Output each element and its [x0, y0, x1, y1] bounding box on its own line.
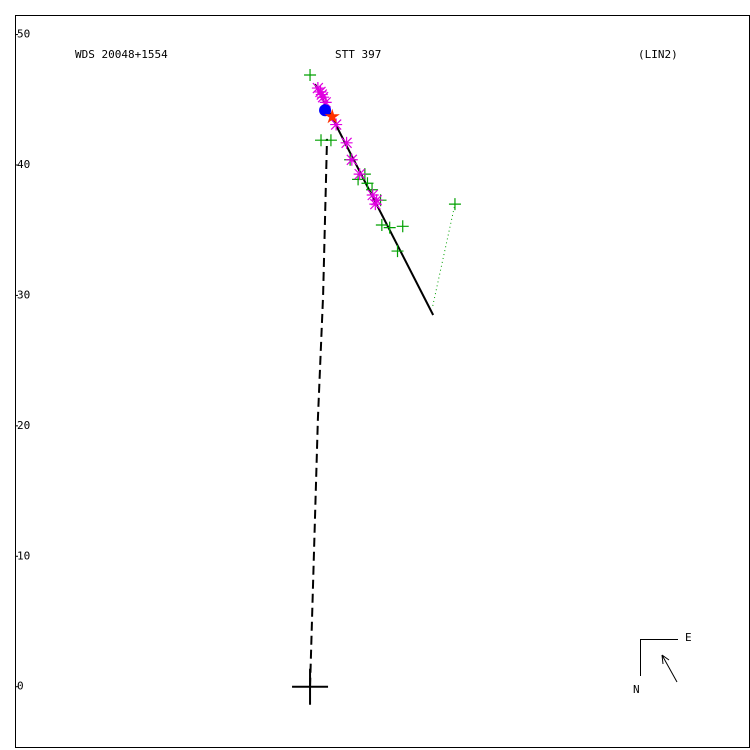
point — [330, 118, 343, 131]
compass-east-label: E — [685, 631, 692, 644]
compass — [640, 639, 678, 683]
point — [396, 220, 409, 233]
y-tick-label: 40 — [17, 158, 30, 171]
point — [324, 108, 340, 124]
y-tick-label: 0 — [17, 680, 24, 693]
point — [345, 153, 358, 166]
y-tick-label: 10 — [17, 549, 30, 562]
y-tick-label: 20 — [17, 419, 30, 432]
point — [361, 177, 374, 190]
point — [448, 198, 461, 211]
point — [314, 85, 327, 98]
point — [375, 218, 388, 231]
point — [315, 88, 328, 101]
point — [311, 82, 324, 95]
y-tick-label: 50 — [17, 28, 30, 41]
identifier: WDS 20048+1554 — [75, 48, 168, 61]
point — [353, 168, 366, 181]
point — [304, 68, 317, 81]
point — [383, 221, 396, 234]
point — [366, 188, 379, 201]
compass-north-label: N — [633, 683, 640, 696]
compass-arrow — [661, 654, 678, 683]
point — [317, 91, 330, 104]
point — [369, 198, 382, 211]
y-tick-label: 30 — [17, 288, 30, 301]
chart-title: STT 397 — [335, 48, 381, 61]
point — [319, 104, 332, 117]
point — [391, 245, 404, 258]
trajectory-line — [309, 138, 329, 687]
point — [292, 668, 329, 705]
point — [340, 136, 353, 149]
trajectory-line — [432, 204, 456, 306]
plot-frame — [15, 15, 750, 748]
point — [319, 96, 332, 109]
point — [370, 194, 383, 207]
point — [324, 134, 337, 147]
reference: (LIN2) — [638, 48, 678, 61]
